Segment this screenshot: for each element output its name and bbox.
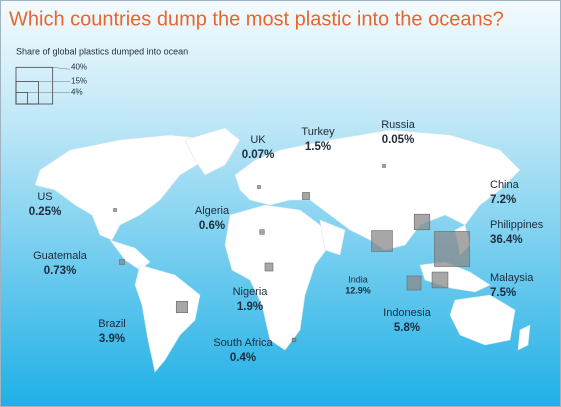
country-square [257, 185, 261, 189]
country-name: India [348, 274, 368, 284]
legend-label: 4% [71, 88, 83, 97]
legend: 40% 15% 4% [15, 62, 87, 105]
country-square [175, 300, 189, 314]
legend-leader [52, 67, 71, 70]
country-value: 0.6% [199, 220, 225, 232]
country-square [113, 208, 117, 212]
country-name: Brazil [98, 318, 126, 330]
country-name: Turkey [301, 126, 335, 138]
country-value: 36.4% [490, 234, 523, 246]
country-value: 0.73% [44, 265, 77, 277]
country-value: 5.8% [394, 322, 420, 334]
country-value: 7.2% [490, 194, 516, 206]
country-value: 0.05% [382, 134, 415, 146]
country-name: Russia [381, 119, 416, 131]
country-value: 1.9% [237, 301, 263, 313]
country-square [382, 164, 386, 168]
legend-square [15, 92, 29, 105]
country-name: Malaysia [490, 272, 534, 284]
country-name: US [37, 191, 52, 203]
country-square [371, 230, 393, 252]
world-map [34, 127, 531, 373]
country-value: 3.9% [99, 333, 125, 345]
country-value: 0.07% [242, 149, 275, 161]
country-value: 7.5% [490, 287, 516, 299]
country-square [413, 213, 431, 231]
country-square [431, 271, 449, 289]
country-name: Algeria [195, 205, 230, 217]
legend-label: 15% [71, 77, 87, 86]
country-value: 0.4% [230, 352, 256, 364]
country-square [434, 231, 470, 267]
country-square [406, 275, 422, 291]
country-name: Guatemala [33, 250, 88, 262]
title: Which countries dump the most plastic in… [9, 8, 504, 30]
country-name: Indonesia [383, 307, 432, 319]
country-name: Nigeria [233, 286, 269, 298]
country-name: UK [250, 134, 266, 146]
country-name: China [490, 179, 520, 191]
country-value: 12.9% [345, 285, 371, 295]
country-name: South Africa [213, 337, 273, 349]
country-square [291, 337, 297, 343]
country-square [119, 259, 125, 265]
country-value: 0.25% [29, 206, 62, 218]
country-square [264, 262, 274, 272]
legend-label: 40% [71, 62, 87, 71]
country-value: 1.5% [305, 141, 331, 153]
country-name: Philippines [490, 219, 544, 231]
country-square [302, 192, 310, 200]
country-square [259, 229, 265, 235]
legend-title: Share of global plastics dumped into oce… [16, 46, 188, 56]
country-markers: UK 0.07% Turkey 1.5% Russia 0.05% China 7.2% Phi… [29, 119, 544, 364]
